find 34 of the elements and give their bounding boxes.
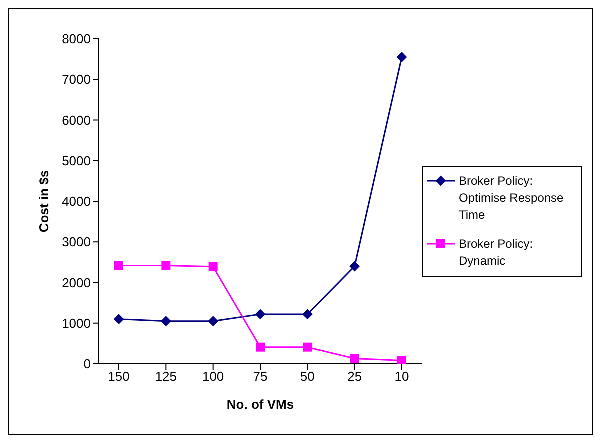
- x-tick-label: 10: [394, 369, 410, 384]
- y-tick-label: 8000: [62, 32, 91, 47]
- y-tick-label: 7000: [62, 72, 91, 88]
- y-axis-title: Cost in $s: [36, 170, 52, 233]
- point: [114, 314, 124, 324]
- legend-label: Broker Policy: Optimise Response Time: [459, 173, 565, 224]
- point: [114, 261, 124, 270]
- point: [350, 354, 360, 364]
- point: [256, 309, 266, 320]
- y-tick-label: 0: [84, 356, 91, 372]
- point: [208, 316, 218, 326]
- point: [302, 309, 313, 320]
- y-tick-label: 2000: [62, 275, 91, 290]
- point: [397, 52, 407, 62]
- y-tick-label: 1000: [62, 316, 91, 331]
- x-axis-title: No. of VMs: [226, 397, 294, 412]
- x-tick-label: 150: [108, 369, 130, 384]
- point: [162, 261, 171, 270]
- y-tick-label: 4000: [62, 194, 91, 210]
- y-tick-label: 6000: [62, 112, 91, 128]
- point: [303, 342, 312, 352]
- x-tick-label: 25: [348, 369, 362, 384]
- point: [161, 316, 172, 326]
- x-tick-label: 75: [253, 369, 268, 384]
- point: [398, 356, 406, 364]
- y-tick-label: 5000: [62, 153, 91, 168]
- legend-label: Broker Policy: Dynamic: [459, 236, 534, 270]
- x-tick-label: 50: [300, 369, 315, 384]
- x-tick-label: 100: [202, 369, 224, 384]
- x-tick-label: 125: [155, 369, 178, 384]
- y-tick-label: 3000: [62, 234, 91, 250]
- point: [256, 342, 265, 352]
- point: [208, 262, 218, 272]
- point: [350, 262, 360, 272]
